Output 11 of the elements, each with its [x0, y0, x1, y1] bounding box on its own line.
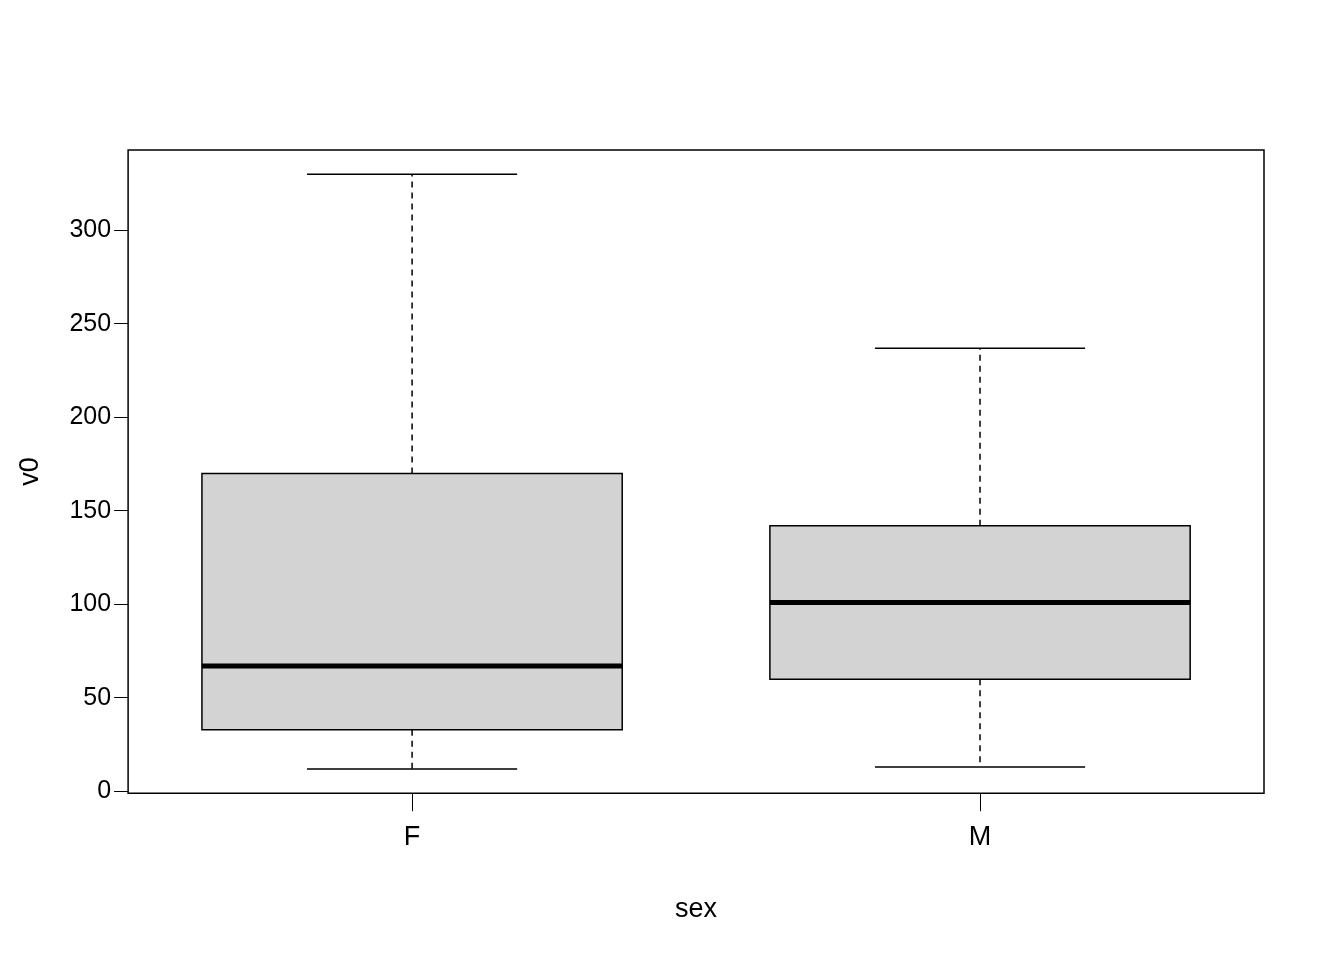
y-tick-label: 300	[69, 214, 112, 243]
y-tick-label: 150	[69, 494, 112, 523]
y-tick-label: 0	[97, 775, 112, 804]
x-tick-label: M	[968, 820, 992, 851]
y-tick-label: 100	[69, 588, 112, 617]
y-axis-title: v0	[13, 457, 44, 486]
x-axis-title: sex	[675, 893, 718, 924]
x-tick-label: F	[403, 820, 421, 851]
y-tick-label: 250	[69, 307, 112, 336]
y-tick-label: 200	[69, 401, 112, 430]
y-tick-label: 50	[83, 681, 112, 710]
